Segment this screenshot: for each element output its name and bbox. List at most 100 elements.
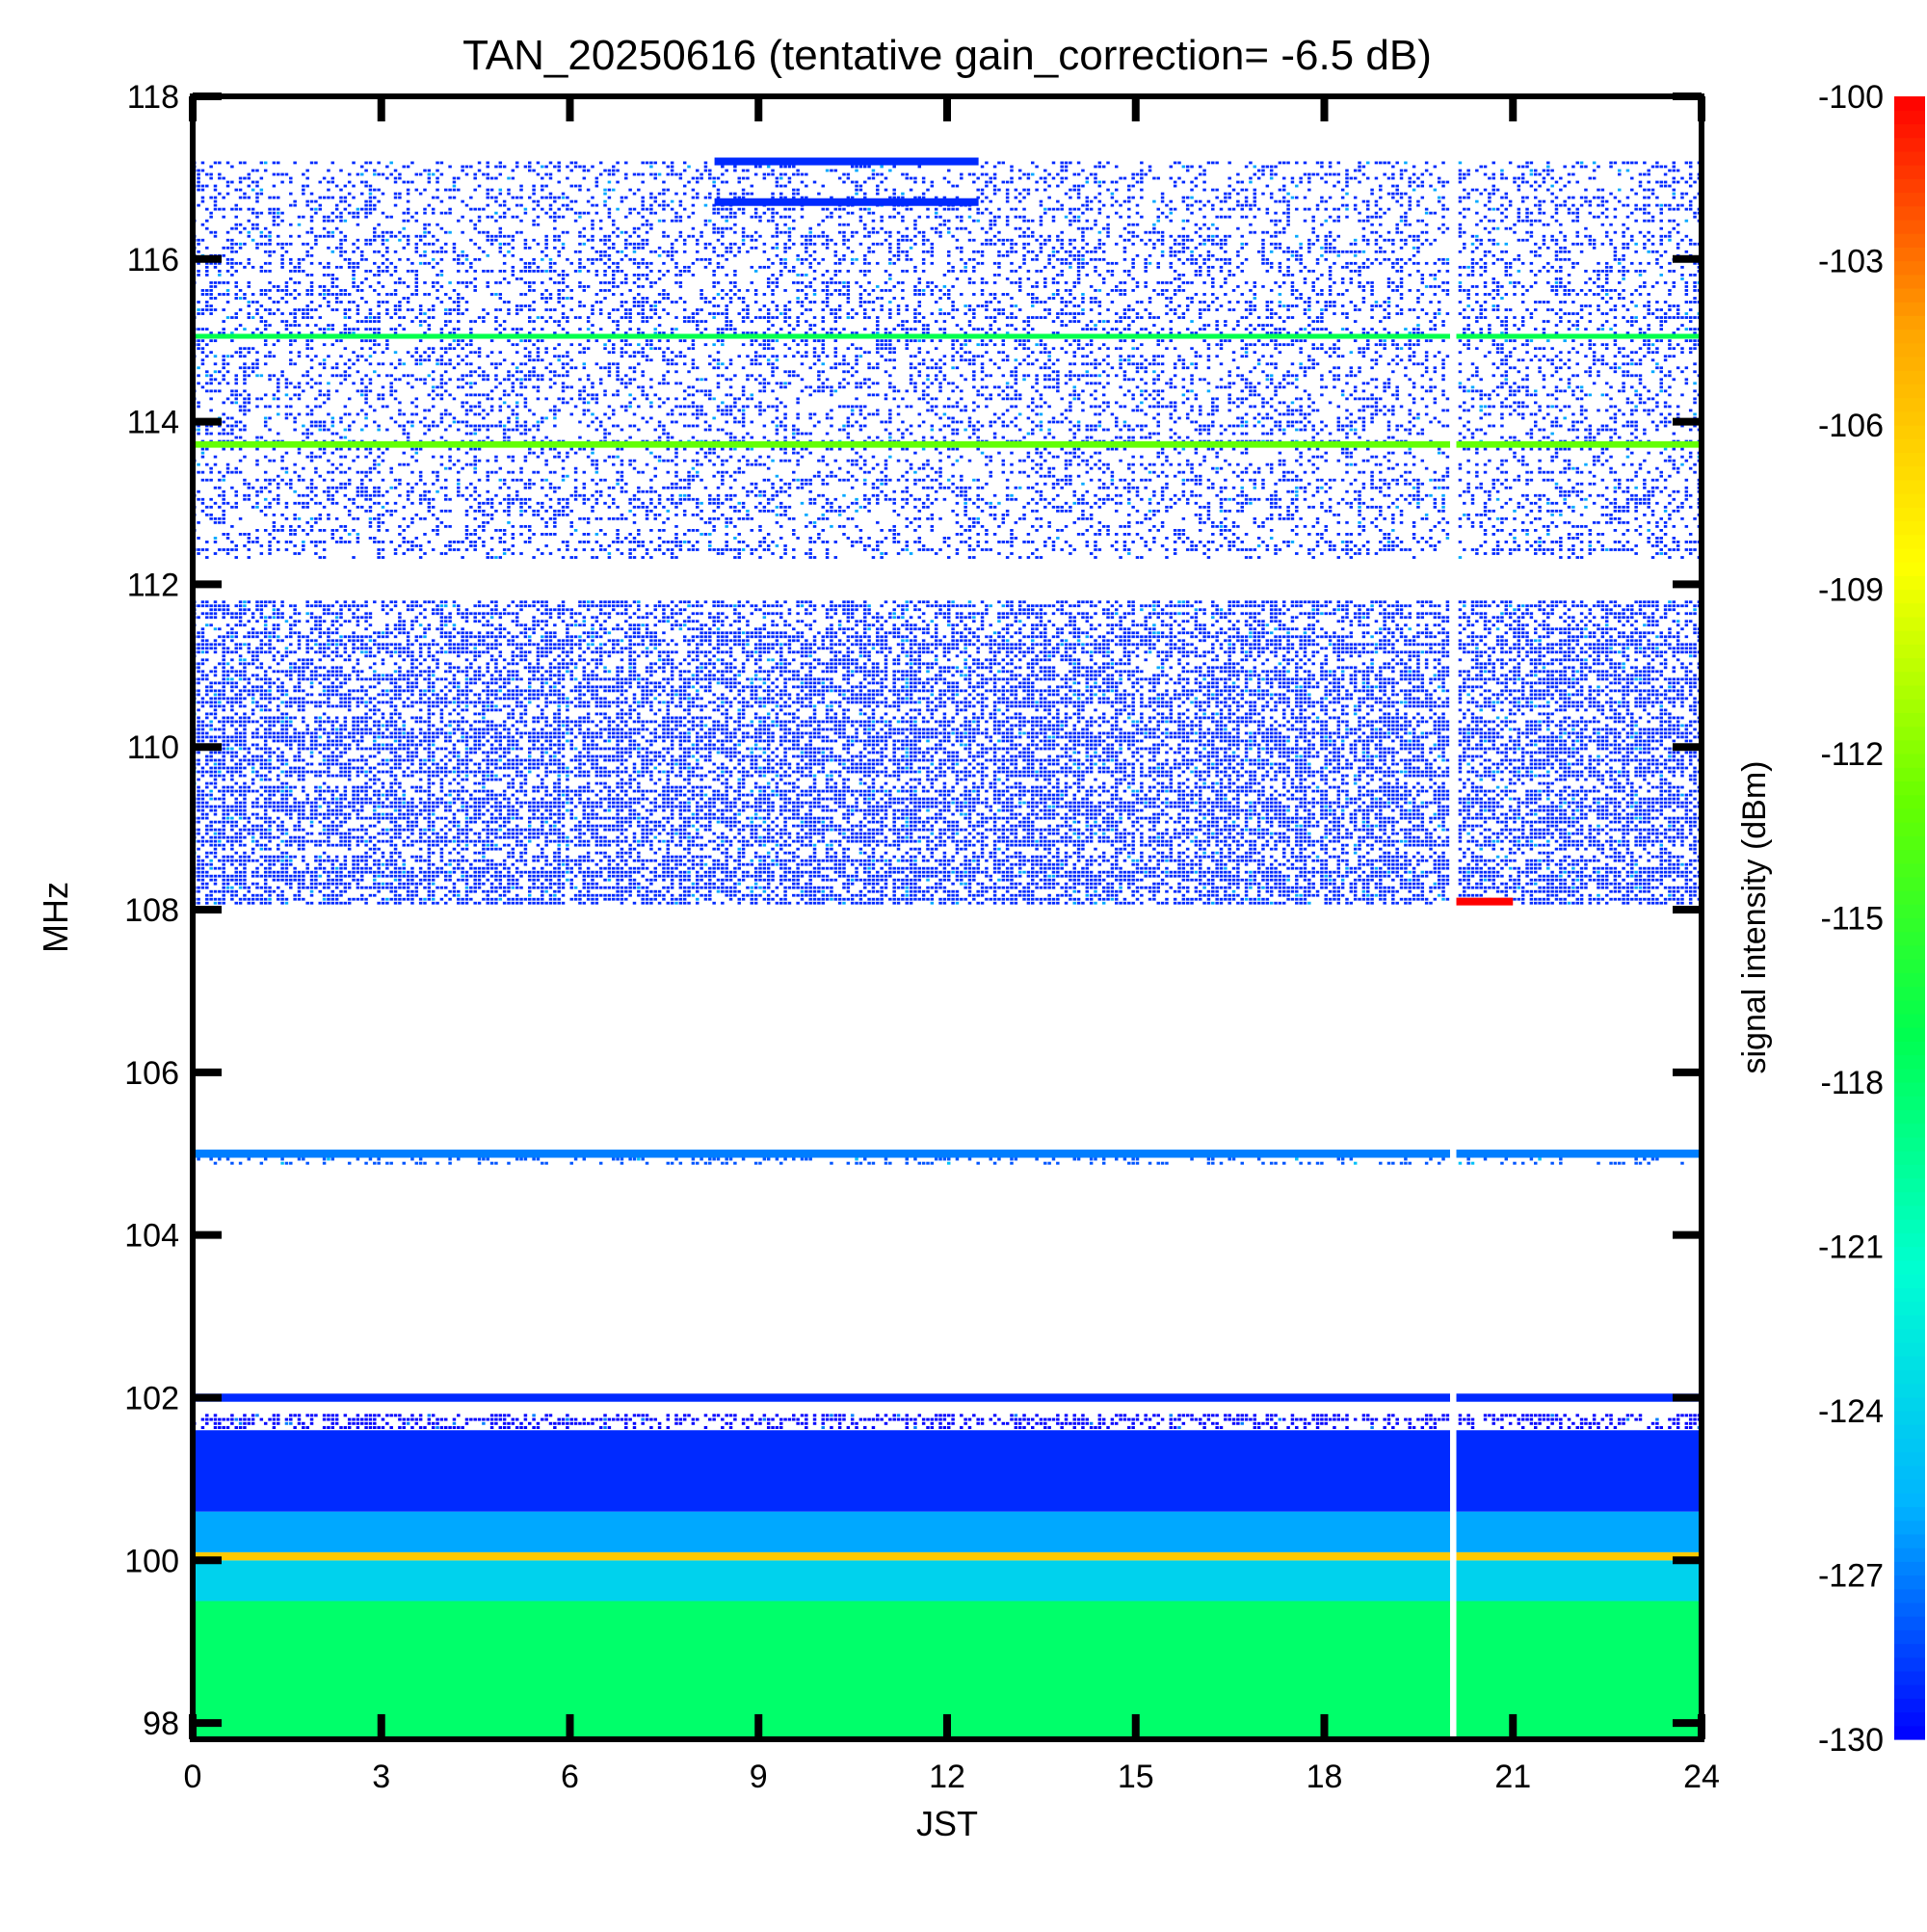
pixel — [1202, 627, 1206, 631]
pixel — [1064, 1414, 1069, 1417]
pixel — [1672, 1417, 1676, 1421]
pixel — [985, 643, 989, 647]
pixel — [657, 604, 662, 608]
pixel — [1307, 627, 1311, 631]
pixel — [544, 612, 548, 616]
pixel — [1517, 666, 1521, 670]
pixel — [762, 647, 767, 650]
pixel — [398, 674, 402, 677]
pixel — [766, 604, 771, 608]
pixel — [1358, 650, 1361, 654]
pixel — [955, 612, 960, 616]
pixel — [482, 674, 486, 677]
pixel — [964, 1417, 967, 1421]
pixel — [901, 650, 905, 654]
pixel — [926, 600, 930, 604]
pixel — [486, 643, 489, 647]
pixel — [464, 643, 469, 647]
pixel — [1383, 623, 1386, 627]
pixel — [842, 1417, 846, 1421]
pixel — [805, 1157, 808, 1161]
pixel — [502, 608, 507, 612]
pixel — [607, 670, 612, 674]
pixel — [821, 635, 825, 639]
pixel — [1031, 670, 1035, 674]
pixel — [1588, 635, 1593, 639]
pixel — [1684, 612, 1689, 616]
pixel — [284, 1161, 289, 1165]
pixel — [846, 647, 851, 650]
pixel — [1160, 623, 1165, 627]
pixel — [1358, 643, 1361, 647]
pixel — [737, 631, 741, 635]
pixel — [1488, 670, 1491, 674]
pixel — [477, 612, 482, 616]
pixel — [280, 654, 284, 658]
pixel — [1643, 650, 1647, 654]
pixel — [1340, 647, 1345, 650]
pixel — [1358, 604, 1361, 608]
pixel — [960, 639, 964, 643]
pixel — [1383, 1417, 1386, 1421]
pixel — [792, 650, 796, 654]
pixel — [1152, 643, 1156, 647]
pixel — [1043, 647, 1047, 650]
pixel — [1659, 662, 1663, 666]
pixel — [1420, 650, 1425, 654]
pixel — [1655, 1157, 1659, 1161]
pixel — [796, 650, 800, 654]
pixel — [1655, 643, 1659, 647]
pixel — [197, 635, 200, 639]
pixel — [1441, 1414, 1445, 1417]
pixel — [687, 650, 691, 654]
pixel — [850, 600, 855, 604]
pixel — [964, 662, 967, 666]
pixel — [200, 650, 205, 654]
pixel — [762, 635, 767, 639]
pixel — [1650, 616, 1655, 620]
pixel — [1655, 1421, 1659, 1425]
pixel — [1127, 1417, 1131, 1421]
pixel — [1550, 604, 1554, 608]
pixel — [360, 639, 364, 643]
pixel — [842, 608, 846, 612]
pixel — [1395, 604, 1399, 608]
pixel — [238, 623, 243, 627]
pixel — [603, 604, 607, 608]
pixel — [892, 600, 896, 604]
pixel — [448, 635, 452, 639]
pixel — [628, 670, 632, 674]
pixel — [1290, 1417, 1295, 1421]
pixel — [1307, 616, 1311, 620]
pixel — [314, 666, 318, 670]
pixel — [1588, 670, 1593, 674]
pixel — [762, 1414, 767, 1417]
pixel — [1085, 612, 1090, 616]
pixel — [1253, 1426, 1257, 1429]
pixel — [1231, 635, 1236, 639]
pixel — [1269, 650, 1274, 654]
pixel — [1433, 658, 1438, 662]
pixel — [1026, 650, 1031, 654]
pixel — [830, 635, 833, 639]
pixel — [653, 604, 657, 608]
pixel — [1441, 643, 1445, 647]
pixel — [582, 1417, 587, 1421]
pixel — [569, 658, 573, 662]
pixel — [1500, 612, 1504, 616]
pixel — [431, 1421, 436, 1425]
pixel — [502, 658, 507, 662]
pixel — [498, 674, 503, 677]
pixel — [1295, 1157, 1299, 1161]
pixel — [1349, 650, 1354, 654]
pixel — [1688, 1426, 1693, 1429]
pixel — [1185, 612, 1190, 616]
pixel — [1051, 612, 1056, 616]
pixel — [1194, 612, 1199, 616]
pixel — [1504, 1414, 1509, 1417]
pixel — [1244, 1414, 1249, 1417]
pixel — [880, 1417, 884, 1421]
pixel — [243, 662, 247, 666]
pixel — [1290, 635, 1295, 639]
pixel — [1076, 635, 1081, 639]
